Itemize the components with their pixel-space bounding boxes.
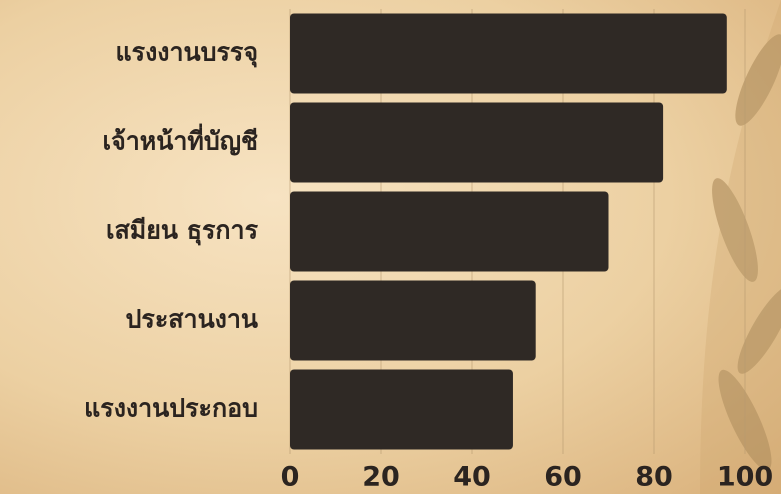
y-tick-label: แรงงานประกอบ [84,394,258,423]
bar [290,369,513,449]
bar [290,13,727,93]
x-tick-label: 0 [281,462,300,493]
x-tick-label: 80 [635,462,673,493]
page: 0 20 40 60 80 100 แรงงานบรรจุเจ้าหน้าที่บัญชีเ… [0,0,781,494]
chart: 0 20 40 60 80 100 แรงงานบรรจุเจ้าหน้าที่บัญชีเ… [0,0,781,494]
y-tick-label: ประสานงาน [126,305,258,334]
x-tick-label: 100 [717,462,773,493]
bar [290,191,609,271]
y-tick-label: เจ้าหน้าที่บัญชี [103,124,258,156]
bar [290,280,536,360]
x-tick-label: 20 [362,462,400,493]
x-tick-label: 40 [453,462,491,493]
x-tick-label: 60 [544,462,582,493]
bar [290,102,663,182]
y-tick-label: แรงงานบรรจุ [116,38,258,69]
y-tick-label: เสมียน ธุรการ [106,216,259,247]
